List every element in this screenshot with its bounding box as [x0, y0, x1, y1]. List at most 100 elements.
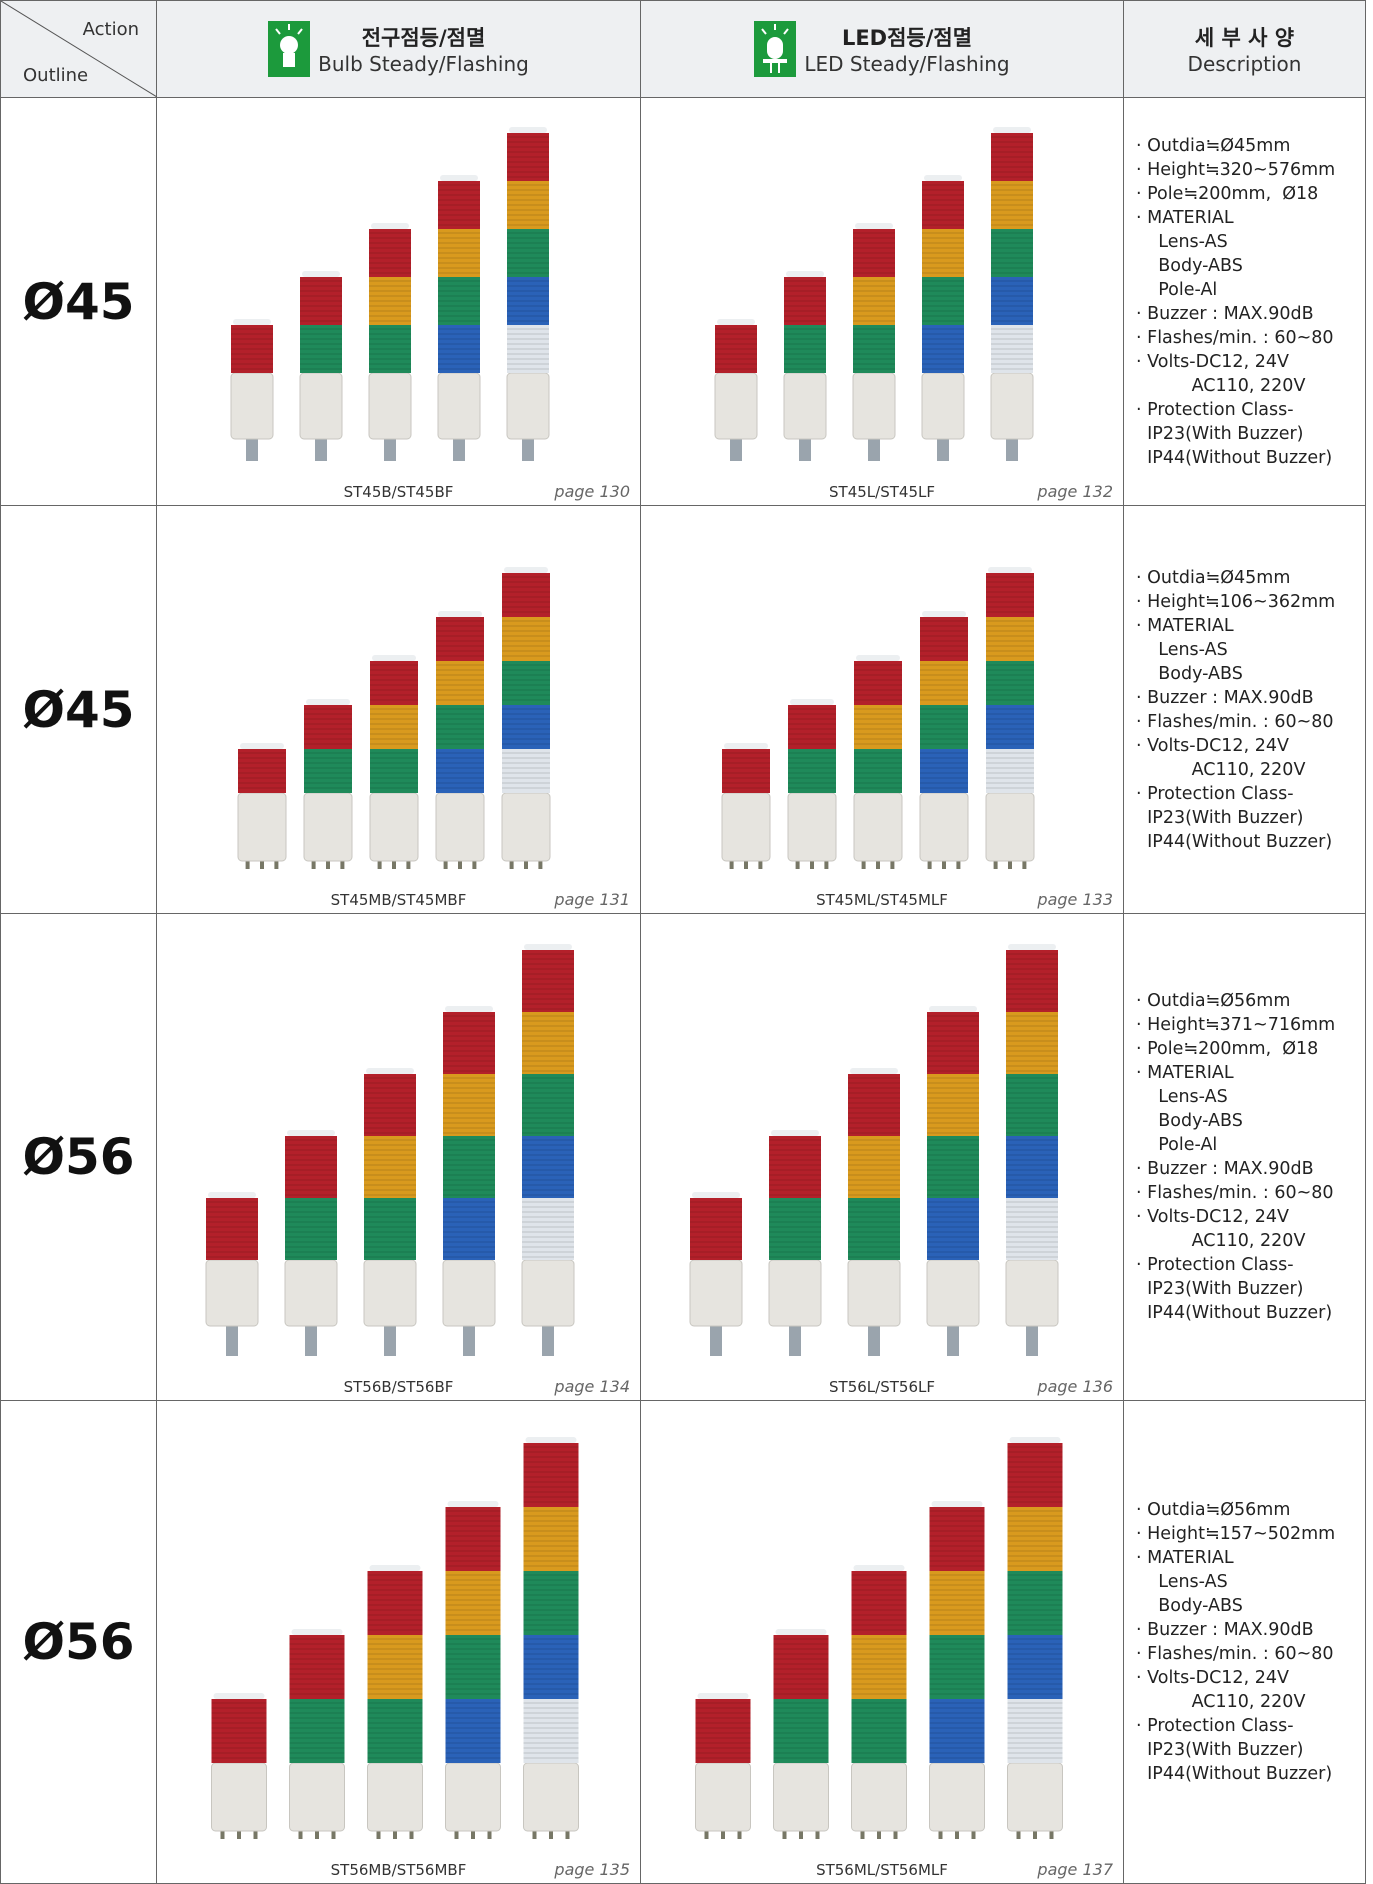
tower-cap: [240, 743, 284, 749]
desc-line: IP23(With Buzzer): [1136, 807, 1304, 828]
tower-tier: [238, 749, 286, 793]
desc-line: Pole-Al: [1136, 279, 1218, 300]
desc-line: · Pole≒200mm, Ø18: [1136, 1039, 1319, 1059]
tower-tier: [438, 277, 480, 325]
tower-body: [501, 792, 551, 862]
tower-cap: [692, 1192, 740, 1198]
tower-tier: [922, 277, 964, 325]
outline-label: Ø45: [22, 680, 135, 739]
tower-cap: [213, 1693, 265, 1699]
foot: [877, 1831, 881, 1839]
desc-line: AC110, 220V: [1136, 1692, 1306, 1712]
tower-tier: [851, 1571, 907, 1635]
row: Ø56 ST56MB/ST56MBF page 135 ST56ML/ST56MLF p…: [0, 1400, 1366, 1884]
foot: [795, 861, 800, 869]
tower-body: [689, 1259, 743, 1327]
tower-cap: [208, 1192, 256, 1198]
tower-tier: [285, 1136, 337, 1198]
tower-body: [437, 372, 481, 440]
foot: [876, 861, 880, 869]
header-row: Action Outline 전구점등/점멸 Bulb Steady/Flashi…: [0, 0, 1366, 98]
model: ST56L/ST56LF: [829, 1378, 935, 1396]
tower-cap: [850, 1068, 898, 1074]
desc-line: IP44(Without Buzzer): [1136, 447, 1333, 468]
tower-tier: [445, 1699, 501, 1763]
tower-tier: [929, 1571, 985, 1635]
tower-tier: [438, 325, 480, 373]
tower-tier: [986, 573, 1034, 617]
row: Ø56 ST56B/ST56BF page 134 ST56L/ST56LF page …: [0, 913, 1366, 1401]
tower-tier: [1007, 1443, 1063, 1507]
page-ref: page 133: [1037, 890, 1113, 909]
tower-tier: [522, 1074, 574, 1136]
foot: [538, 861, 543, 869]
tower-cap: [509, 127, 547, 133]
desc-line: IP23(With Buzzer): [1136, 423, 1304, 444]
outline-cell: Ø56: [0, 1400, 157, 1884]
tower-body: [303, 792, 353, 862]
tower-tier: [364, 1074, 416, 1136]
tower-tier: [523, 1443, 579, 1507]
tower-body: [284, 1259, 338, 1327]
model: ST45ML/ST45MLF: [816, 891, 948, 909]
foot: [524, 861, 528, 869]
desc-line: · Flashes/min. : 60~80: [1136, 1183, 1334, 1203]
tower-tier: [922, 229, 964, 277]
corner-bottom: Outline: [23, 65, 88, 86]
outline-cell: Ø45: [0, 97, 157, 506]
desc-line: IP44(Without Buzzer): [1136, 1303, 1333, 1323]
tower-tier: [853, 277, 895, 325]
tower-body: [523, 1762, 579, 1832]
tower-tier: [991, 181, 1033, 229]
tower-cap: [853, 1565, 905, 1571]
lamp-photo: [695, 1437, 1063, 1839]
desc-line: Lens-AS: [1136, 1087, 1228, 1107]
desc-cell: · Outdia≒Ø56mm · Height≒157~502mm · MATERI…: [1123, 1400, 1366, 1884]
foot: [927, 861, 932, 869]
foot: [377, 861, 382, 869]
outline-label: Ø56: [22, 1613, 135, 1671]
tower-tier: [986, 617, 1034, 661]
tower-tier: [853, 325, 895, 373]
tower-body: [721, 792, 771, 862]
desc-cell: · Outdia≒Ø56mm · Height≒371~716mm · Pole≒2…: [1123, 913, 1366, 1401]
pole: [947, 1326, 959, 1356]
desc-line: IP44(Without Buzzer): [1136, 1764, 1333, 1784]
foot: [938, 1831, 943, 1839]
tower-tier: [854, 749, 902, 793]
desc-line: Lens-AS: [1136, 639, 1228, 660]
foot: [1049, 1831, 1054, 1839]
tower-tier: [986, 705, 1034, 749]
led-cell: ST45ML/ST45MLF page 133: [640, 505, 1124, 914]
tower-tier: [690, 1198, 742, 1260]
foot: [744, 861, 748, 869]
desc-title: 세 부 사 양: [1194, 26, 1295, 50]
tower-tier: [927, 1074, 979, 1136]
row: Ø45 ST45MB/ST45MBF page 131 ST45ML/ST45MLF p…: [0, 505, 1366, 914]
tower-body: [205, 1259, 259, 1327]
desc-line: IP23(With Buzzer): [1136, 1279, 1304, 1299]
tower-body: [926, 1259, 980, 1327]
tower-tier: [929, 1507, 985, 1571]
foot: [509, 861, 514, 869]
model: ST45B/ST45BF: [343, 483, 454, 501]
pole: [315, 439, 327, 461]
foot: [729, 861, 734, 869]
desc-line: AC110, 220V: [1136, 759, 1306, 780]
desc-line: · Flashes/min. : 60~80: [1136, 1644, 1334, 1664]
pole: [789, 1326, 801, 1356]
bulb-subtitle: Bulb Steady/Flashing: [318, 52, 529, 76]
foot: [860, 1831, 865, 1839]
pole: [1006, 439, 1018, 461]
tower-tier: [502, 705, 550, 749]
tower-body: [714, 372, 758, 440]
desc-line: · Buzzer : MAX.90dB: [1136, 1159, 1314, 1179]
bulb-icon: [268, 21, 311, 77]
pole: [453, 439, 465, 461]
tower-tier: [927, 1198, 979, 1260]
tower-tier: [289, 1699, 345, 1763]
tower-body: [787, 792, 837, 862]
bulb-cell: ST45MB/ST45MBF page 131: [156, 505, 641, 914]
foot: [220, 1831, 225, 1839]
desc-line: · MATERIAL: [1136, 1063, 1234, 1083]
